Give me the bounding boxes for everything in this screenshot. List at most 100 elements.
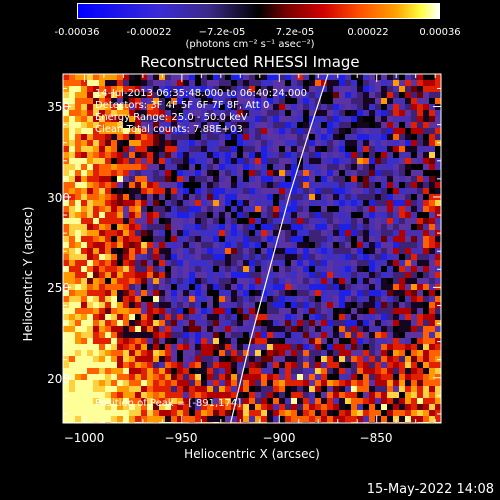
heatmap-cell (231, 380, 237, 386)
heatmap-cell (375, 320, 381, 326)
heatmap-cell (147, 86, 153, 92)
heatmap-cell (363, 188, 369, 194)
heatmap-cell (93, 116, 99, 122)
heatmap-cell (153, 254, 159, 260)
heatmap-cell (381, 80, 387, 86)
heatmap-cell (285, 314, 291, 320)
heatmap-cell (171, 164, 177, 170)
heatmap-cell (303, 404, 309, 410)
heatmap-cell (243, 140, 249, 146)
heatmap-cell (339, 200, 345, 206)
heatmap-cell (225, 284, 231, 290)
heatmap-cell (237, 218, 243, 224)
heatmap-cell (69, 170, 75, 176)
heatmap-cell (375, 284, 381, 290)
heatmap-cell (69, 392, 75, 398)
heatmap-cell (297, 326, 303, 332)
heatmap-cell (159, 308, 165, 314)
heatmap-cell (117, 356, 123, 362)
heatmap-cell (153, 296, 159, 302)
heatmap-cell (177, 338, 183, 344)
heatmap-cell (153, 308, 159, 314)
heatmap-cell (435, 320, 441, 326)
heatmap-cell (339, 302, 345, 308)
heatmap-cell (399, 392, 405, 398)
heatmap-cell (153, 128, 159, 134)
heatmap-cell (81, 116, 87, 122)
heatmap-cell (357, 98, 363, 104)
heatmap-cell (399, 290, 405, 296)
heatmap-cell (129, 392, 135, 398)
heatmap-cell (189, 182, 195, 188)
heatmap-cell (429, 248, 435, 254)
heatmap-cell (423, 344, 429, 350)
heatmap-cell (111, 254, 117, 260)
heatmap-cell (369, 80, 375, 86)
heatmap-cell (375, 218, 381, 224)
heatmap-cell (183, 386, 189, 392)
heatmap-cell (159, 326, 165, 332)
heatmap-cell (375, 356, 381, 362)
heatmap-cell (129, 164, 135, 170)
heatmap-cell (69, 116, 75, 122)
heatmap-cell (75, 254, 81, 260)
heatmap-cell (357, 320, 363, 326)
heatmap-cell (225, 314, 231, 320)
heatmap-cell (195, 290, 201, 296)
heatmap-cell (69, 362, 75, 368)
heatmap-cell (231, 212, 237, 218)
heatmap-cell (189, 386, 195, 392)
heatmap-cell (255, 182, 261, 188)
heatmap-cell (369, 134, 375, 140)
heatmap-cell (273, 398, 279, 404)
heatmap-cell (369, 278, 375, 284)
heatmap-cell (363, 134, 369, 140)
heatmap-cell (375, 272, 381, 278)
heatmap-cell (267, 176, 273, 182)
heatmap-cell (117, 308, 123, 314)
heatmap-cell (405, 290, 411, 296)
heatmap-cell (177, 122, 183, 128)
heatmap-cell (87, 266, 93, 272)
heatmap-cell (273, 146, 279, 152)
heatmap-cell (111, 152, 117, 158)
heatmap-cell (297, 146, 303, 152)
heatmap-cell (405, 152, 411, 158)
heatmap-cell (93, 302, 99, 308)
heatmap-cell (345, 212, 351, 218)
heatmap-cell (111, 248, 117, 254)
heatmap-cell (255, 254, 261, 260)
heatmap-cell (321, 248, 327, 254)
heatmap-cell (243, 212, 249, 218)
heatmap-cell (273, 272, 279, 278)
heatmap-cell (417, 362, 423, 368)
heatmap-cell (75, 278, 81, 284)
heatmap-cell (165, 134, 171, 140)
heatmap-cell (381, 134, 387, 140)
heatmap-cell (417, 266, 423, 272)
heatmap-cell (267, 278, 273, 284)
heatmap-cell (105, 200, 111, 206)
heatmap-cell (87, 92, 93, 98)
heatmap-cell (69, 248, 75, 254)
heatmap-cell (375, 188, 381, 194)
heatmap-cell (81, 290, 87, 296)
heatmap-cell (75, 98, 81, 104)
heatmap-cell (333, 164, 339, 170)
heatmap-cell (153, 404, 159, 410)
heatmap-cell (69, 86, 75, 92)
heatmap-cell (87, 344, 93, 350)
heatmap-cell (243, 302, 249, 308)
heatmap-cell (117, 278, 123, 284)
heatmap-cell (435, 308, 441, 314)
heatmap-cell (273, 230, 279, 236)
heatmap-cell (399, 110, 405, 116)
heatmap-cell (171, 128, 177, 134)
heatmap-cell (105, 110, 111, 116)
heatmap-cell (315, 266, 321, 272)
heatmap-cell (69, 110, 75, 116)
heatmap-cell (147, 320, 153, 326)
heatmap-cell (435, 236, 441, 242)
heatmap-cell (261, 236, 267, 242)
heatmap-cell (363, 254, 369, 260)
